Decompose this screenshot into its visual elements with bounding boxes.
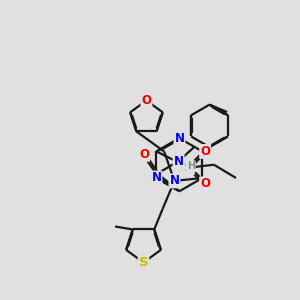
Text: S: S	[139, 256, 148, 269]
Text: O: O	[141, 94, 152, 107]
Text: H: H	[187, 161, 195, 172]
Text: N: N	[169, 174, 179, 188]
Text: N: N	[152, 172, 161, 184]
Text: S: S	[184, 161, 194, 174]
Text: N: N	[174, 155, 184, 168]
Text: N: N	[174, 132, 184, 145]
Text: O: O	[139, 148, 149, 161]
Text: O: O	[200, 177, 210, 190]
Text: O: O	[200, 145, 210, 158]
